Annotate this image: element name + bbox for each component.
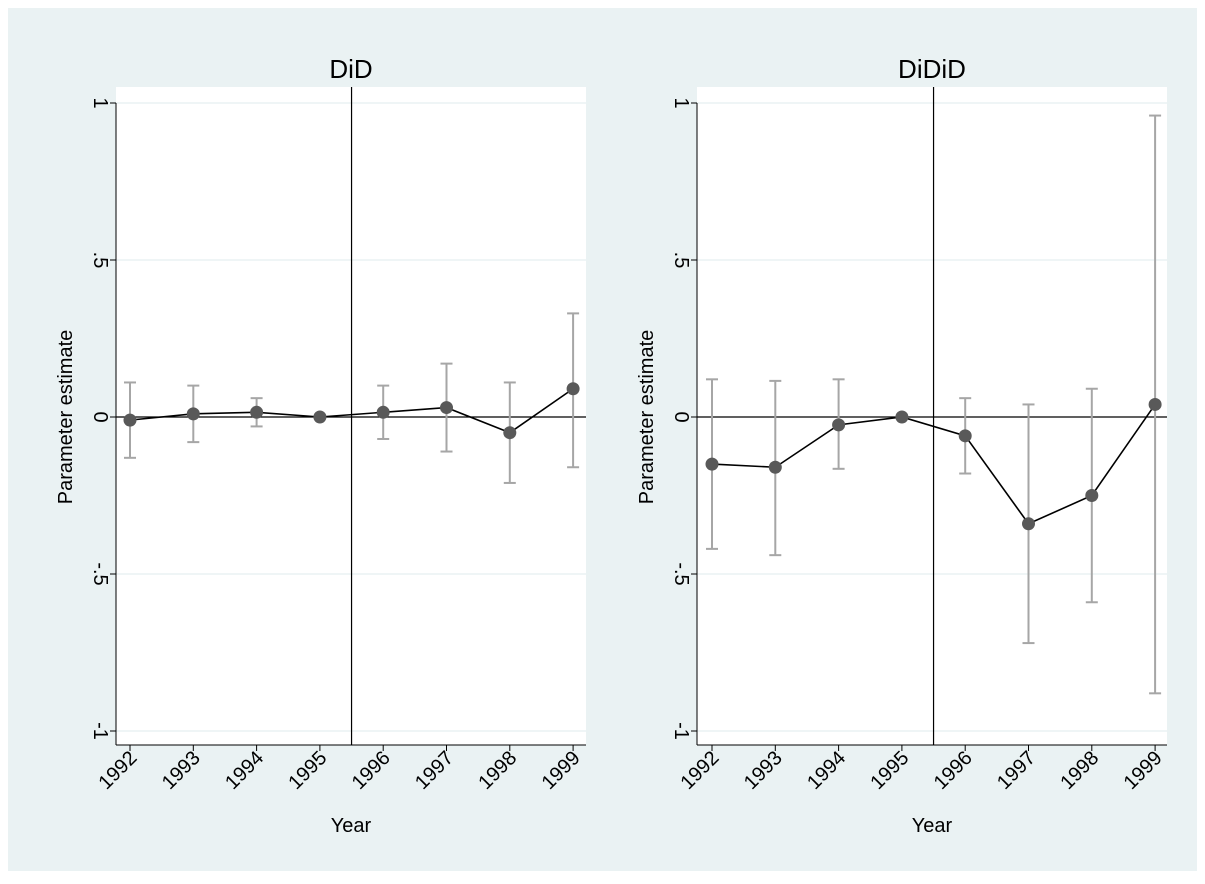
y-axis-label: Parameter estimate (55, 330, 77, 505)
estimate-point (895, 410, 909, 424)
x-axis-label: Year (912, 815, 953, 837)
estimate-point (1022, 517, 1035, 531)
y-tick-label: 1 (670, 97, 692, 108)
estimate-point (1085, 489, 1099, 502)
estimate-point (768, 460, 782, 474)
y-tick-label: -1 (89, 722, 111, 740)
chart-title: DiDiD (898, 54, 966, 84)
estimate-point (376, 405, 390, 419)
estimate-point (958, 429, 972, 443)
estimate-point (123, 413, 137, 427)
estimate-point (832, 418, 846, 432)
estimate-line (129, 388, 574, 434)
estimate-point (440, 401, 453, 415)
x-axis-label: Year (331, 815, 372, 837)
estimate-point (566, 382, 580, 396)
y-tick-label: -.5 (89, 562, 111, 585)
estimate-point (1148, 397, 1162, 411)
plot-area (697, 87, 1167, 745)
estimate-point (705, 457, 719, 471)
estimate-point (250, 405, 264, 419)
estimate-line (711, 403, 1156, 525)
y-tick-label: .5 (89, 252, 111, 269)
estimate-point (186, 407, 200, 421)
y-tick-label: 0 (89, 411, 111, 422)
y-tick-label: -.5 (670, 562, 692, 585)
y-axis-label: Parameter estimate (636, 330, 658, 505)
y-tick-label: -1 (670, 722, 692, 740)
y-tick-label: 1 (89, 97, 111, 108)
y-tick-label: .5 (670, 252, 692, 269)
chart-title: DiD (329, 54, 372, 84)
y-tick-label: 0 (670, 411, 692, 422)
estimate-point (503, 426, 517, 440)
estimate-point (313, 410, 327, 424)
